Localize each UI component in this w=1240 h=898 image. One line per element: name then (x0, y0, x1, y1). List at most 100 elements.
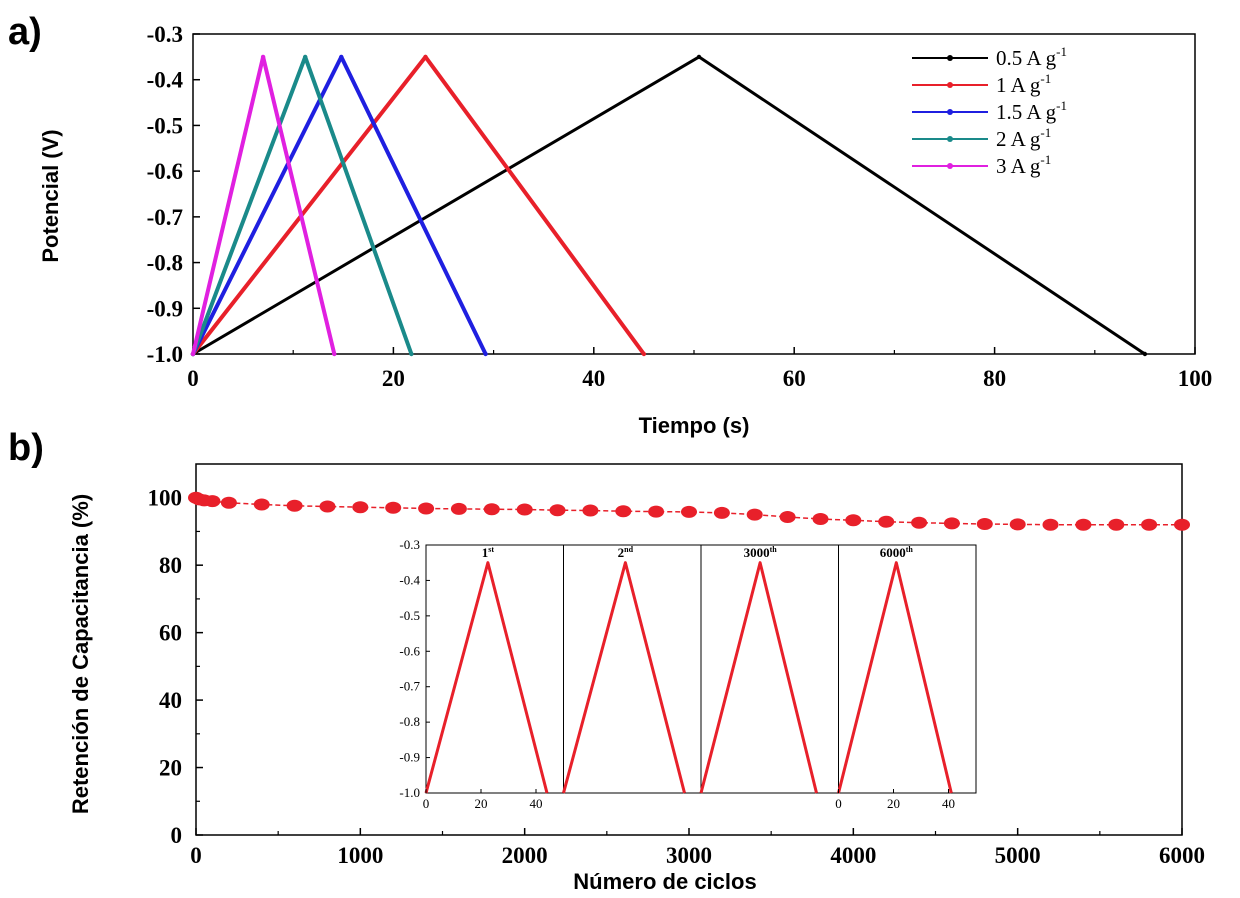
chart-a-ticks: 0 20 40 60 80 100 -0.3 -0.4 -0.5 -0.6 -0.7 -0.8 -0.9… (147, 22, 1213, 391)
chart-b-data-point (746, 508, 763, 521)
inset-y-tick-label: -0.3 (399, 537, 420, 552)
inset-cycle-label: 6000th (880, 545, 914, 560)
chart-a-x-tick-label: 80 (983, 366, 1006, 391)
inset-x-tick-label: 0 (423, 796, 430, 811)
inset-y-tick-label: -0.8 (399, 714, 420, 729)
chart-a-data-point (339, 54, 344, 60)
legend-marker (947, 55, 953, 61)
chart-b-data-point (976, 518, 993, 530)
legend-label: 1 A g-1 (996, 71, 1051, 97)
inset-y-tick-label: -0.7 (399, 679, 420, 694)
chart-b-y-tick-label: 80 (159, 553, 182, 578)
chart-b-data-point (582, 504, 599, 517)
chart-b-data-point (483, 503, 500, 516)
inset-y-tick-label: -0.5 (399, 608, 420, 623)
chart-b-data-point (648, 505, 665, 518)
chart-b-data-point (1141, 518, 1158, 531)
inset-y-tick-label: -0.4 (399, 572, 420, 587)
legend-label: 3 A g-1 (996, 152, 1051, 178)
chart-a-data-point (409, 351, 414, 357)
chart-a-y-tick-label: -0.8 (147, 251, 183, 276)
chart-a-y-axis-title: Potencial (V) (38, 129, 63, 262)
chart-a-data-point (303, 54, 308, 60)
chart-b-data-point (812, 513, 829, 525)
chart-b-y-tick-label: 60 (159, 621, 182, 646)
chart-a-x-axis-title: Tiempo (s) (639, 413, 750, 438)
inset-cycle-line (699, 561, 818, 794)
chart-a-y-tick-label: -1.0 (147, 342, 183, 367)
chart-a-data-point (1142, 351, 1148, 357)
chart-b-data-point (713, 506, 730, 519)
inset-x-tick-label: 0 (835, 796, 842, 811)
chart-a-data-point (696, 54, 702, 60)
panel-b-label: b) (8, 427, 44, 469)
inset-x-tick-label: 40 (530, 796, 543, 811)
chart-b-data-point (516, 503, 533, 516)
chart-b-x-tick-label: 0 (190, 843, 202, 868)
chart-a-y-tick-label: -0.5 (147, 113, 183, 138)
chart-b-data-point (286, 499, 303, 512)
chart-a-x-tick-label: 60 (783, 366, 806, 391)
chart-a-series-line (191, 54, 646, 356)
chart-a-legend: 0.5 A g-11 A g-11.5 A g-12 A g-13 A g-1 (912, 44, 1067, 178)
panel-a-label: a) (8, 11, 42, 53)
legend-marker (947, 163, 953, 169)
chart-b-x-tick-label: 5000 (995, 843, 1041, 868)
chart-b-data-point (319, 500, 336, 513)
chart-a-series-line (191, 54, 488, 355)
chart-b-x-tick-label: 1000 (337, 843, 383, 868)
chart-b-data-point (1042, 518, 1059, 531)
chart-b-data-point (943, 517, 960, 530)
legend-label: 0.5 A g-1 (996, 44, 1067, 70)
chart-b-x-tick-label: 6000 (1159, 843, 1205, 868)
chart-a-y-tick-label: -0.4 (147, 68, 184, 93)
chart-b-data-point (220, 496, 237, 509)
chart-b-x-axis-title: Número de ciclos (573, 869, 756, 894)
chart-b-data-point (1075, 518, 1092, 531)
chart-a-x-tick-label: 20 (382, 366, 405, 391)
inset-cycle-line (562, 561, 686, 794)
chart-a-data-point (483, 351, 488, 357)
chart-b-data-point (253, 498, 270, 511)
chart-a-data-point (190, 351, 196, 357)
inset-cycle-line (424, 561, 549, 794)
legend-marker (947, 109, 953, 115)
chart-a-data-point (332, 351, 337, 357)
chart-b-data-point (1108, 518, 1125, 531)
chart-b-series (188, 491, 1190, 531)
chart-b-y-tick-label: 0 (171, 823, 183, 848)
chart-b-data-point (878, 515, 895, 528)
inset-y-tick-label: -0.9 (399, 750, 420, 765)
chart-b-data-point (1174, 518, 1190, 531)
chart-b-y-axis-title: Retención de Capacitancia (%) (68, 494, 93, 814)
chart-a-x-tick-label: 0 (187, 366, 199, 391)
chart-b-x-tick-label: 3000 (666, 843, 712, 868)
chart-b-data-point (549, 504, 566, 517)
chart-b-series-line (195, 497, 1182, 526)
chart-b-data-point (450, 502, 467, 515)
legend-label: 1.5 A g-1 (996, 98, 1067, 124)
chart-a-y-tick-label: -0.7 (147, 205, 183, 230)
chart-a: 0 20 40 60 80 100 -0.3 -0.4 -0.5 -0.6 -0.7 -0.8 -0.9… (38, 22, 1212, 438)
legend-marker (947, 82, 953, 88)
chart-b-data-point (845, 514, 862, 527)
inset-cycle-line (837, 561, 953, 794)
legend-marker (947, 136, 953, 142)
inset-x-tick-label: 20 (475, 796, 488, 811)
inset-cycle-label: 3000th (744, 545, 778, 560)
chart-b-x-tick-label: 4000 (830, 843, 876, 868)
chart-a-data-point (423, 54, 428, 60)
chart-b-data-point (352, 501, 369, 514)
chart-b-data-point (1009, 518, 1026, 531)
chart-b-data-point (204, 495, 221, 508)
inset-y-tick-label: -0.6 (399, 643, 420, 658)
chart-b-y-tick-label: 20 (159, 756, 182, 781)
chart-a-y-tick-label: -0.6 (147, 159, 183, 184)
inset-x-tick-label: 40 (942, 796, 955, 811)
legend-label: 2 A g-1 (996, 125, 1051, 151)
chart-b-data-point (418, 502, 435, 515)
chart-b-y-tick-label: 100 (148, 486, 183, 511)
